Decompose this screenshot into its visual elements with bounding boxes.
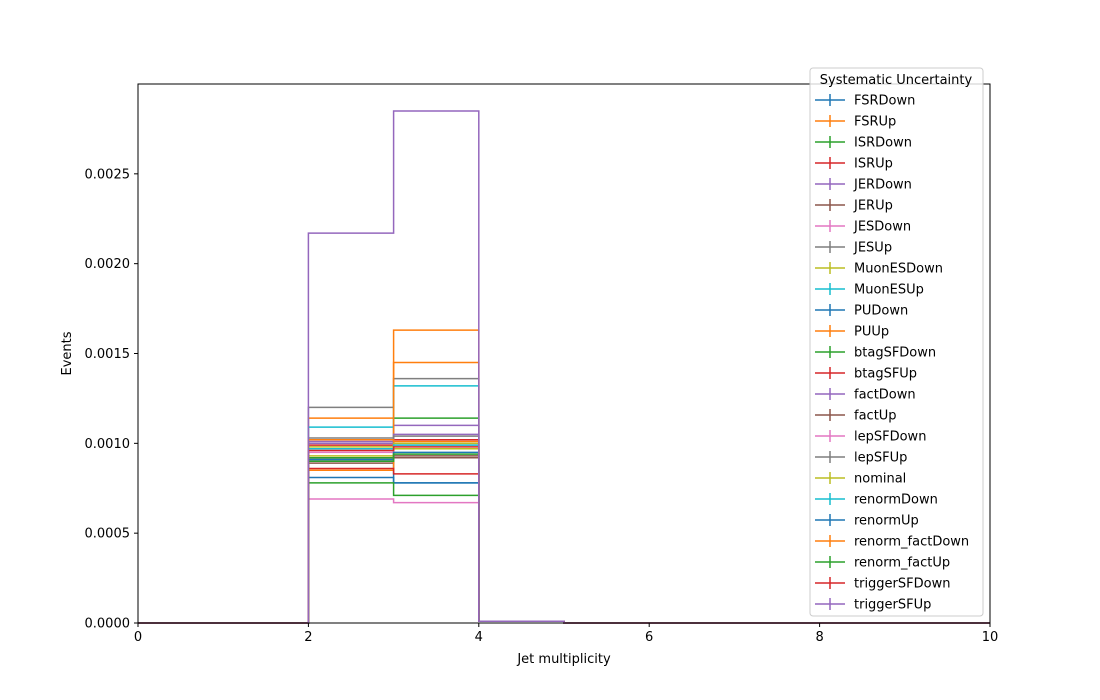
legend-item-JERDown: JERDown [815,178,912,193]
legend: Systematic Uncertainty FSRDown FSRUp ISRDo… [809,67,984,617]
legend-label: lepSFDown [854,430,926,445]
legend-item-MuonESDown: MuonESDown [815,262,943,277]
legend-item-renormUp: renormUp [815,514,919,529]
legend-item-factUp: factUp [815,409,897,424]
legend-label: btagSFDown [854,346,936,361]
legend-label: ISRDown [854,136,912,151]
legend-label: PUDown [854,304,908,319]
y-tick-label: 0.0000 [85,617,131,632]
legend-item-renorm_factDown: renorm_factDown [815,535,969,550]
legend-label: JERUp [853,199,893,214]
y-tick-label: 0.0020 [85,257,131,272]
x-axis-label: Jet multiplicity [516,652,611,667]
legend-item-lepSFDown: lepSFDown [815,430,926,445]
legend-label: JESDown [853,220,911,235]
legend-title: Systematic Uncertainty [820,73,973,88]
x-tick-label: 10 [982,630,999,645]
legend-label: FSRDown [854,94,915,109]
legend-box [809,67,984,617]
legend-item-FSRUp: FSRUp [815,115,896,130]
legend-label: btagSFUp [854,367,917,382]
y-tick-label: 0.0015 [85,347,131,362]
legend-item-btagSFUp: btagSFUp [815,367,917,382]
legend-item-JERUp: JERUp [815,199,893,214]
legend-label: FSRUp [854,115,896,130]
y-tick-label: 0.0025 [85,167,131,182]
y-axis-label: Events [60,331,75,375]
legend-item-JESDown: JESDown [815,220,911,235]
x-tick-label: 2 [304,630,312,645]
legend-item-renormDown: renormDown [815,493,938,508]
x-tick-label: 0 [134,630,142,645]
legend-label: renorm_factUp [854,556,950,571]
legend-label: MuonESUp [854,283,924,298]
x-axis-ticks: 0 2 4 6 8 10 [134,623,998,645]
legend-item-MuonESUp: MuonESUp [815,283,924,298]
legend-label: PUUp [854,325,889,340]
legend-label: ISRUp [854,157,893,172]
legend-item-ISRDown: ISRDown [815,136,912,151]
legend-item-PUDown: PUDown [815,304,908,319]
x-tick-label: 6 [645,630,653,645]
x-tick-label: 8 [815,630,823,645]
legend-item-JESUp: JESUp [815,241,892,256]
legend-label: triggerSFDown [854,577,950,592]
y-tick-label: 0.0005 [85,527,131,542]
legend-label: JERDown [853,178,912,193]
legend-label: factDown [854,388,916,403]
legend-label: factUp [854,409,897,424]
y-tick-label: 0.0010 [85,437,131,452]
legend-item-factDown: factDown [815,388,916,403]
legend-items: FSRDown FSRUp ISRDown ISRUp JERDown JERUp JESD… [815,94,969,613]
legend-label: renorm_factDown [854,535,969,550]
legend-item-lepSFUp: lepSFUp [815,451,907,466]
legend-item-PUUp: PUUp [815,325,889,340]
y-axis-ticks: 0.0000 0.0005 0.0010 0.0015 0.0020 0.0025 [85,167,138,632]
legend-item-triggerSFUp: triggerSFUp [815,598,931,613]
legend-label: MuonESDown [854,262,943,277]
x-tick-label: 4 [475,630,483,645]
legend-label: renormDown [854,493,938,508]
legend-label: nominal [854,472,906,487]
legend-label: JESUp [853,241,892,256]
legend-label: triggerSFUp [854,598,931,613]
legend-label: renormUp [854,514,919,529]
legend-item-btagSFDown: btagSFDown [815,346,936,361]
legend-item-renorm_factUp: renorm_factUp [815,556,950,571]
legend-label: lepSFUp [854,451,907,466]
legend-item-nominal: nominal [815,472,906,487]
legend-item-ISRUp: ISRUp [815,157,893,172]
legend-item-FSRDown: FSRDown [815,94,915,109]
legend-item-triggerSFDown: triggerSFDown [815,577,950,592]
